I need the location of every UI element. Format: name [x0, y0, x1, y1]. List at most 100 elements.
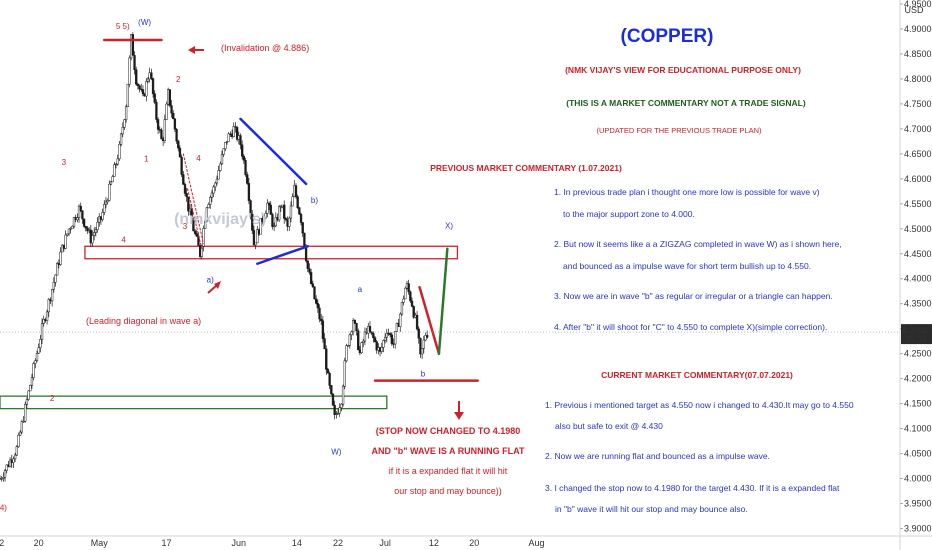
x-tick-label: 2	[0, 538, 4, 548]
candle-body	[173, 118, 177, 130]
candle-body	[389, 333, 392, 336]
candle-body	[135, 69, 138, 85]
trendline	[182, 153, 204, 245]
candle-body	[402, 298, 405, 303]
candle-body	[309, 272, 313, 284]
candle-body	[352, 320, 355, 333]
candle-body	[151, 78, 155, 94]
candle-body	[325, 348, 328, 370]
candle-body	[422, 339, 425, 349]
wave-label: 2	[176, 75, 181, 84]
candle-body	[126, 83, 129, 107]
candle-body	[426, 335, 429, 338]
candle-body	[29, 384, 32, 392]
candle-body	[133, 55, 136, 71]
y-tick-label: 3.9000	[904, 524, 932, 534]
candle-body	[123, 119, 126, 128]
candle-body	[177, 140, 180, 149]
candle-body	[190, 208, 193, 222]
candle-body	[357, 330, 360, 351]
y-tick-label: 4.7000	[904, 124, 932, 134]
wave-label: a)	[207, 276, 214, 285]
candle-body	[91, 235, 94, 244]
stop-note-line: AND "b" WAVE IS A RUNNING FLAT	[371, 446, 525, 456]
invalidation-note: (Invalidation @ 4.886)	[221, 43, 309, 53]
x-tick-labels: 2 20 May 17 Jun 14 22 Jul 12 20 Aug	[0, 538, 544, 548]
candle-body	[232, 126, 235, 138]
commentary-line: 1. In previous trade plan i thought one …	[554, 187, 820, 197]
candle-body	[210, 192, 214, 198]
candle-body	[296, 196, 299, 208]
candle-body	[301, 222, 304, 234]
candle-body	[77, 205, 81, 218]
candle-body	[82, 218, 86, 227]
candle-body	[104, 201, 108, 205]
candle-body	[207, 204, 210, 209]
candle-body	[13, 454, 17, 460]
candle-body	[222, 148, 225, 155]
candle-body	[170, 105, 173, 114]
candle-body	[5, 464, 8, 471]
y-tick-label: 4.2500	[904, 349, 932, 359]
candle-body	[12, 458, 15, 463]
candle-body	[284, 218, 288, 220]
price-axis[interactable]: USD 4.9500 4.9000 4.8500 4.8000 4.7500 4.7000…	[899, 0, 932, 550]
candle-body	[321, 320, 325, 339]
candle-body	[395, 323, 399, 332]
candle-body	[111, 176, 114, 183]
candles-layer	[0, 32, 429, 482]
candle-body	[415, 314, 419, 330]
candle-body	[79, 205, 82, 211]
candle-body	[219, 163, 222, 171]
current-heading: CURRENT MARKET COMMENTARY(07.07.2021)	[601, 370, 793, 380]
candle-body	[267, 202, 271, 206]
candle-body	[254, 242, 257, 246]
candle-body	[247, 183, 251, 201]
candle-body	[360, 342, 363, 354]
y-tick-label: 4.5500	[904, 199, 932, 209]
candle-body	[50, 289, 54, 302]
candle-body	[193, 230, 197, 234]
candle-body	[336, 412, 340, 415]
wave-label: 4	[121, 235, 126, 244]
candle-body	[214, 182, 217, 188]
commentary-line: 2. But now it seems like a a ZIGZAG comp…	[554, 239, 842, 249]
candle-body	[385, 332, 388, 338]
candle-body	[316, 303, 319, 309]
x-tick-label: 20	[469, 538, 479, 548]
trendline	[256, 245, 310, 266]
candle-body	[278, 206, 281, 221]
candle-body	[256, 229, 259, 244]
candle-body	[47, 299, 50, 313]
candle-body	[353, 320, 356, 324]
candle-body	[20, 421, 24, 433]
candle-body	[343, 360, 346, 387]
candle-body	[101, 212, 104, 220]
x-tick-label: 17	[161, 538, 171, 548]
x-tick-label: May	[91, 538, 109, 548]
invalidation-arrow	[188, 46, 204, 54]
candle-body	[220, 154, 224, 165]
y-tick-label: 4.9500	[904, 0, 932, 9]
y-tick-label: 4.8000	[904, 74, 932, 84]
candle-body	[303, 232, 306, 248]
candle-body	[124, 106, 128, 121]
candle-body	[335, 413, 338, 415]
stop-note: (STOP NOW CHANGED TO 4.1980 AND "b" WAVE…	[371, 426, 525, 496]
trendline	[187, 188, 203, 250]
candle-body	[404, 287, 407, 300]
candle-body	[288, 217, 291, 227]
candle-body	[209, 197, 212, 205]
time-axis[interactable]: 2 20 May 17 Jun 14 22 Jul 12 20 Aug	[0, 535, 932, 548]
candle-body	[155, 102, 158, 120]
candle-body	[271, 214, 274, 227]
candle-body	[341, 385, 345, 405]
trendline	[418, 285, 441, 355]
candle-body	[333, 405, 336, 415]
candle-body	[372, 333, 375, 339]
commentary-line: 2. Now we are running flat and bounced a…	[545, 451, 770, 461]
wave-label: 1	[144, 154, 149, 163]
candle-body	[3, 470, 7, 478]
candle-body	[225, 141, 229, 143]
